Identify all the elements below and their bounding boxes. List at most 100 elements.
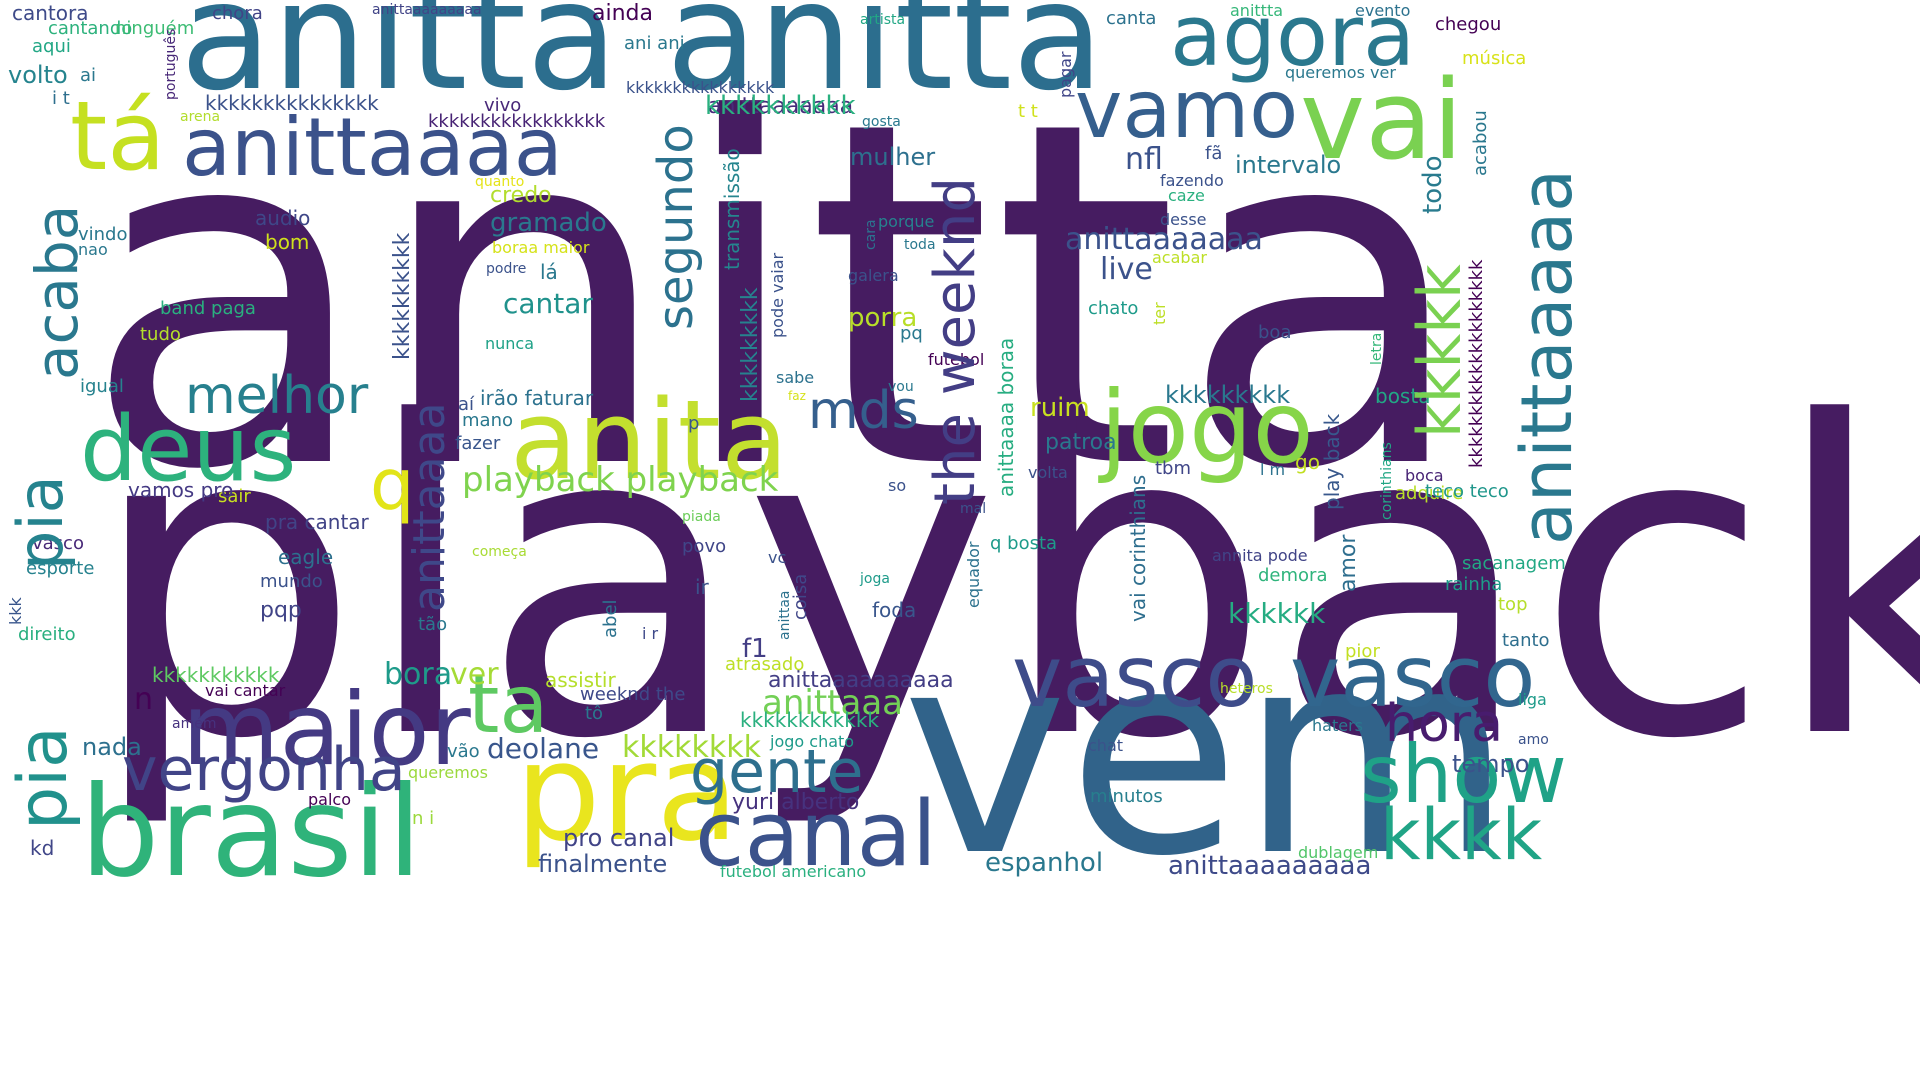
word: kkkkkkkkkkkkkkk <box>205 91 379 115</box>
word: kkkkkkkkkkkkkkkk <box>626 78 775 97</box>
word: vai corinthians <box>1126 474 1150 622</box>
word: kkkkkkkkkkkk <box>740 708 879 732</box>
word: acabou <box>1470 110 1491 176</box>
word: f1 <box>742 634 768 664</box>
word: tempo <box>1452 750 1530 778</box>
word: lá <box>540 260 558 284</box>
word: mulher <box>850 143 936 171</box>
word: l m <box>1260 460 1286 479</box>
word: tanto <box>1502 630 1550 651</box>
word: vamo <box>1075 63 1299 156</box>
word: yuri alberto <box>732 790 860 815</box>
word: bom <box>265 230 310 254</box>
word: finalmente <box>538 850 668 878</box>
word: tô <box>585 703 604 724</box>
word: weeknd the <box>580 684 686 705</box>
word: maior <box>182 671 471 788</box>
word: sair <box>218 486 251 507</box>
word: cantora <box>12 1 89 25</box>
word: vindo <box>78 224 128 245</box>
word: vasco <box>1290 628 1536 727</box>
word: arena <box>180 109 221 125</box>
word: nao <box>78 240 108 259</box>
word: todo <box>1418 155 1448 214</box>
word: tão <box>418 614 448 635</box>
word: nunca <box>485 334 535 353</box>
word: jogo <box>1100 369 1314 486</box>
word: pra cantar <box>265 510 369 534</box>
word: nfl <box>1125 142 1163 177</box>
word: credo <box>490 183 552 208</box>
word: audio <box>255 206 311 230</box>
word: pode vaiar <box>768 252 787 338</box>
word: amor <box>1336 534 1361 592</box>
word: play back <box>1320 413 1344 510</box>
word: aqui <box>32 36 71 57</box>
word: direito <box>18 624 76 645</box>
word: i t <box>52 88 70 109</box>
word: porra <box>848 303 918 333</box>
word: cantando <box>48 18 133 39</box>
word: kkk <box>6 597 25 625</box>
word: pq <box>900 323 923 344</box>
word: n <box>134 682 154 717</box>
word: português <box>163 28 179 100</box>
word: bora <box>384 657 453 692</box>
word: ninguém <box>115 18 195 39</box>
word: ainda <box>592 1 653 26</box>
word: agora <box>1170 0 1416 86</box>
word: palco <box>308 790 351 809</box>
word: anittaaaaaaaaa <box>372 2 482 18</box>
word: q <box>370 444 415 526</box>
word: quanto <box>475 174 525 190</box>
word: queremos ver <box>1285 63 1396 82</box>
word: mds <box>808 381 919 441</box>
word: abel <box>600 599 621 638</box>
word: futebol <box>928 350 985 369</box>
word: kkkkkkkkkk <box>705 91 856 121</box>
word: teco teco <box>1425 481 1509 502</box>
word: acabar <box>1152 248 1207 267</box>
word: coisa <box>790 573 811 620</box>
word: eagle <box>278 545 334 569</box>
word: queremos <box>408 763 488 782</box>
word: caze <box>1168 186 1205 205</box>
word: atrasado <box>725 654 805 675</box>
word: minutos <box>1090 786 1163 807</box>
word: ta <box>468 658 549 751</box>
word: go <box>1295 450 1320 474</box>
word: kd <box>30 836 55 860</box>
word: joga <box>860 571 890 587</box>
word: letra <box>1369 332 1385 365</box>
word: playback <box>88 333 1920 833</box>
word: vivo <box>484 95 522 116</box>
word: playback playback <box>462 460 779 500</box>
word: toda <box>904 237 936 253</box>
word: melhor <box>185 366 369 426</box>
word: vasco <box>32 533 84 554</box>
word: anittaaaaaaaaaa <box>768 668 954 693</box>
word: kkkkk <box>1405 264 1475 438</box>
word: haters <box>1312 716 1363 735</box>
word: amo <box>1518 732 1549 748</box>
word: pra <box>515 714 739 871</box>
word: vou <box>888 379 914 395</box>
word: tbm <box>1155 458 1192 479</box>
word: equador <box>964 541 983 608</box>
word: anitta anitta <box>180 0 1105 124</box>
word: anitta <box>82 21 1470 574</box>
word: corinthians <box>1379 442 1395 520</box>
word: futebol americano <box>720 862 867 881</box>
word: intervalo <box>1235 151 1342 179</box>
word: ani ani <box>624 33 685 54</box>
word: live <box>1100 252 1153 287</box>
word: ruim <box>1030 393 1090 423</box>
word: pro canal <box>563 824 675 852</box>
word: porque <box>878 212 935 231</box>
word: jogo chato <box>770 732 855 751</box>
word: gosta <box>862 114 901 130</box>
word: pia <box>4 726 83 830</box>
word: pqp <box>260 598 302 623</box>
word: t t <box>1018 101 1038 122</box>
word: anittaaaaaaaaa <box>1168 851 1372 881</box>
